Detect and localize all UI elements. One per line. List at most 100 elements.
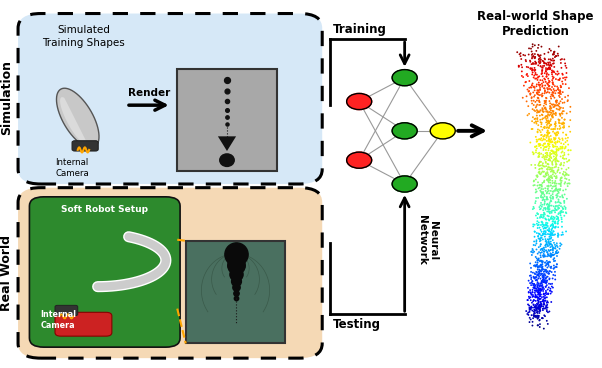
- Point: [548, 79, 557, 85]
- Point: [564, 177, 574, 183]
- Point: [541, 248, 551, 254]
- Point: [532, 301, 542, 307]
- Point: [535, 270, 544, 276]
- Point: [531, 187, 541, 192]
- Point: [538, 107, 547, 113]
- Point: [554, 189, 563, 195]
- Point: [560, 206, 570, 212]
- Point: [529, 53, 538, 59]
- Point: [551, 53, 561, 59]
- Point: [562, 172, 572, 178]
- Point: [541, 144, 551, 150]
- Point: [542, 166, 552, 172]
- Point: [548, 165, 557, 171]
- Point: [531, 177, 541, 183]
- Point: [551, 155, 560, 161]
- Point: [535, 182, 545, 188]
- Point: [527, 54, 537, 60]
- Point: [544, 183, 553, 188]
- Point: [537, 219, 547, 224]
- Point: [534, 308, 544, 314]
- Point: [527, 98, 536, 104]
- Point: [544, 64, 554, 70]
- Point: [541, 280, 551, 286]
- Point: [542, 194, 552, 200]
- Point: [546, 254, 556, 259]
- Point: [531, 263, 541, 269]
- Point: [543, 188, 553, 194]
- Point: [555, 105, 565, 111]
- Point: [535, 163, 544, 169]
- Point: [535, 267, 544, 273]
- Point: [539, 274, 548, 280]
- Point: [527, 246, 537, 252]
- Point: [534, 169, 544, 175]
- Point: [541, 221, 551, 227]
- Text: Testing: Testing: [332, 318, 380, 331]
- Point: [534, 299, 544, 305]
- Point: [544, 177, 553, 183]
- Point: [533, 304, 543, 310]
- Point: [547, 227, 556, 233]
- Point: [540, 125, 550, 131]
- Point: [550, 49, 559, 55]
- Point: [544, 239, 553, 245]
- Point: [523, 71, 532, 77]
- Point: [536, 299, 545, 305]
- Point: [547, 174, 557, 180]
- Point: [538, 180, 547, 186]
- Point: [538, 65, 548, 71]
- Point: [546, 247, 556, 253]
- Point: [553, 130, 563, 136]
- Point: [565, 181, 574, 187]
- Point: [532, 255, 542, 261]
- Point: [530, 65, 539, 71]
- Point: [550, 57, 559, 63]
- Point: [541, 243, 550, 248]
- Point: [552, 264, 562, 270]
- Point: [550, 245, 560, 251]
- Point: [537, 69, 547, 75]
- Point: [542, 152, 552, 158]
- Point: [539, 251, 548, 257]
- Point: [536, 246, 546, 252]
- Point: [530, 270, 539, 276]
- Point: [548, 222, 558, 228]
- Point: [549, 245, 559, 251]
- Point: [549, 188, 559, 194]
- Point: [533, 91, 542, 97]
- Point: [536, 241, 545, 247]
- Point: [547, 225, 557, 231]
- Point: [535, 82, 545, 88]
- Point: [556, 125, 565, 131]
- Point: [547, 110, 556, 116]
- Point: [538, 307, 548, 313]
- Point: [552, 130, 562, 135]
- Point: [539, 275, 548, 281]
- Point: [545, 250, 555, 256]
- Point: [548, 168, 558, 174]
- Point: [518, 74, 528, 80]
- Point: [545, 167, 554, 173]
- Point: [551, 162, 561, 168]
- Point: [544, 175, 554, 181]
- Point: [561, 156, 571, 162]
- Point: [553, 146, 562, 152]
- Point: [548, 178, 557, 184]
- Point: [548, 196, 558, 202]
- Point: [560, 117, 569, 123]
- Point: [554, 158, 563, 164]
- Point: [557, 135, 567, 141]
- Point: [548, 208, 558, 213]
- Point: [550, 208, 560, 213]
- Point: [558, 81, 568, 87]
- Point: [538, 154, 547, 160]
- Point: [532, 48, 541, 54]
- Point: [532, 241, 541, 247]
- Point: [533, 295, 542, 301]
- Point: [536, 212, 545, 218]
- Point: [523, 297, 532, 303]
- Point: [539, 245, 549, 251]
- Point: [536, 286, 545, 291]
- Point: [539, 169, 549, 175]
